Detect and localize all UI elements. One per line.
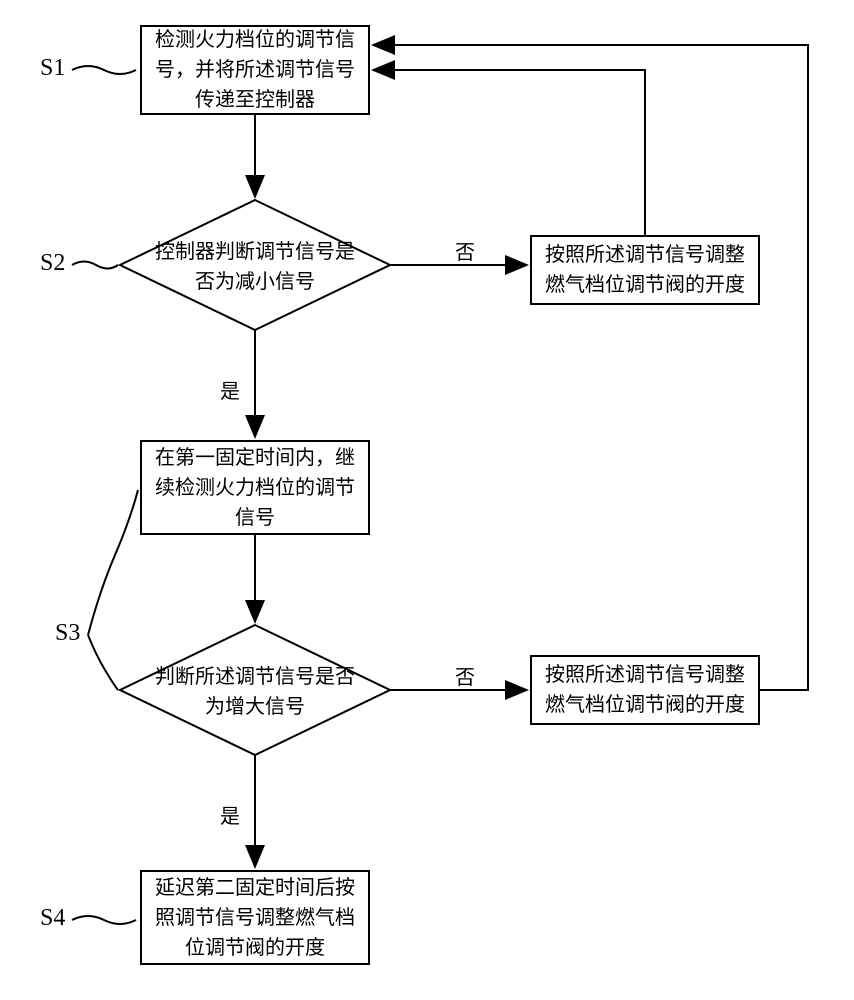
s2-diamond-text-wrap: 控制器判断调节信号是否为减小信号 <box>145 237 365 297</box>
s1-box-text: 检测火力档位的调节信号，并将所述调节信号传递至控制器 <box>155 25 355 115</box>
edge-label-s3-no-text: 否 <box>455 667 475 689</box>
wavy-s2 <box>72 262 118 269</box>
s2-no-box-text: 按照所述调节信号调整燃气档位调节阀的开度 <box>545 240 745 300</box>
step-label-s1-text: S1 <box>40 55 65 81</box>
s3-no-box: 按照所述调节信号调整燃气档位调节阀的开度 <box>530 655 760 725</box>
wavy-s3-lower <box>88 635 118 690</box>
step-label-s1: S1 <box>40 55 65 82</box>
s3-no-box-text: 按照所述调节信号调整燃气档位调节阀的开度 <box>545 660 745 720</box>
s2-diamond-text: 控制器判断调节信号是否为减小信号 <box>155 241 355 293</box>
step-label-s3: S3 <box>55 620 80 647</box>
step-label-s2-text: S2 <box>40 250 65 276</box>
wavy-s3-upper <box>88 490 138 635</box>
s3-box1-text: 在第一固定时间内，继续检测火力档位的调节信号 <box>155 443 355 533</box>
step-label-s3-text: S3 <box>55 620 80 646</box>
s1-box: 检测火力档位的调节信号，并将所述调节信号传递至控制器 <box>140 25 370 115</box>
s3-diamond-text-wrap: 判断所述调节信号是否为增大信号 <box>145 662 365 722</box>
step-label-s4: S4 <box>40 905 65 932</box>
arrow-s2no-back <box>375 70 645 235</box>
step-label-s4-text: S4 <box>40 905 65 931</box>
edge-label-s2-yes-text: 是 <box>220 381 240 403</box>
s4-box: 延迟第二固定时间后按照调节信号调整燃气档位调节阀的开度 <box>140 870 370 965</box>
edge-label-s2-no: 否 <box>455 236 475 265</box>
wavy-s4 <box>72 916 136 924</box>
s3-diamond-text: 判断所述调节信号是否为增大信号 <box>155 666 355 718</box>
s2-no-box: 按照所述调节信号调整燃气档位调节阀的开度 <box>530 235 760 305</box>
flowchart-canvas: 检测火力档位的调节信号，并将所述调节信号传递至控制器 按照所述调节信号调整燃气档… <box>0 0 854 1000</box>
edge-label-s3-yes: 是 <box>220 800 240 829</box>
s3-box1: 在第一固定时间内，继续检测火力档位的调节信号 <box>140 440 370 535</box>
step-label-s2: S2 <box>40 250 65 277</box>
edge-label-s2-no-text: 否 <box>455 242 475 264</box>
arrow-s3no-back <box>375 45 808 690</box>
edge-label-s3-no: 否 <box>455 661 475 690</box>
wavy-s1 <box>72 66 136 74</box>
edge-label-s3-yes-text: 是 <box>220 806 240 828</box>
connectors-layer <box>0 0 854 1000</box>
edge-label-s2-yes: 是 <box>220 375 240 404</box>
s4-box-text: 延迟第二固定时间后按照调节信号调整燃气档位调节阀的开度 <box>155 873 355 963</box>
